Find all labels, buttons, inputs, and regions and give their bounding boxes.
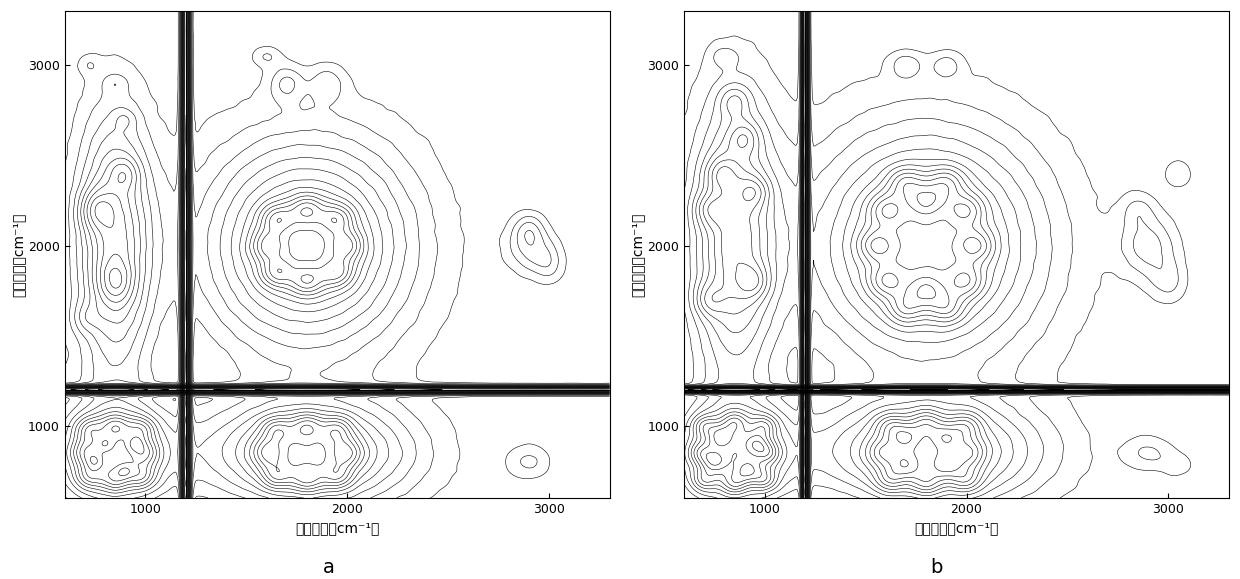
X-axis label: 拉曼位移（cm⁻¹）: 拉曼位移（cm⁻¹） bbox=[914, 521, 998, 536]
Text: a: a bbox=[322, 558, 335, 577]
Y-axis label: 拉曼位移（cm⁻¹）: 拉曼位移（cm⁻¹） bbox=[11, 212, 25, 296]
Text: b: b bbox=[930, 558, 942, 577]
X-axis label: 拉曼位移（cm⁻¹）: 拉曼位移（cm⁻¹） bbox=[295, 521, 379, 536]
Y-axis label: 拉曼位移（cm⁻¹）: 拉曼位移（cm⁻¹） bbox=[630, 212, 645, 296]
